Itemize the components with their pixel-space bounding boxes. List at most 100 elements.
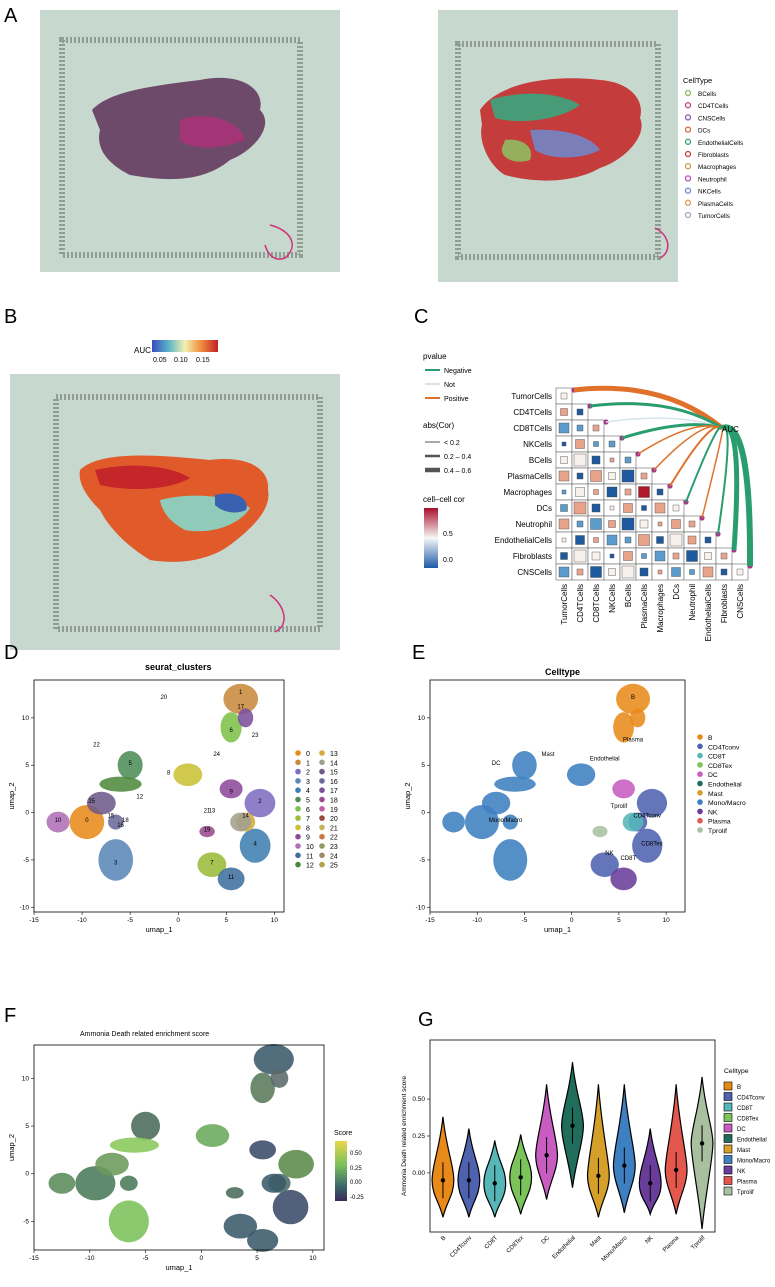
- auc-colorbar: [152, 340, 218, 352]
- cluster-label-19: 19: [204, 828, 211, 834]
- legend-dot-Mono/Macro: [697, 799, 703, 805]
- legend-dot-Tprolif: [697, 827, 703, 833]
- auc-region-min: [215, 493, 247, 513]
- matrix-square: [591, 455, 601, 465]
- legend-dot-PlasmaCells: [684, 199, 692, 206]
- legend-label-13: 13: [330, 751, 338, 758]
- matrix-square: [609, 553, 615, 559]
- matrix-square: [606, 486, 618, 498]
- matrix-square: [576, 472, 584, 480]
- x-tick-label: 10: [271, 917, 279, 924]
- cell-cluster-blob: [270, 1068, 289, 1088]
- x-tick-label-Tprolif: Tprolif: [690, 1235, 706, 1251]
- matrix-square: [560, 504, 568, 512]
- y-axis-label: umap_2: [403, 782, 412, 809]
- row-label-BCells: BCells: [529, 456, 552, 465]
- tissue-arc: [264, 224, 293, 260]
- cell-cluster-blob: [219, 779, 243, 799]
- legend-dot-10: [295, 843, 301, 849]
- panel-e-title: Celltype: [545, 667, 580, 677]
- legend-dot-25: [319, 861, 325, 868]
- x-tick-label-CD8Tex: CD8Tex: [506, 1235, 525, 1254]
- matrix-square: [573, 501, 587, 515]
- legend-title: CellType: [683, 76, 712, 85]
- tissue-section: [92, 77, 266, 180]
- matrix-square: [641, 553, 647, 559]
- legend-swatch-CD4Tconv: [723, 1092, 733, 1101]
- legend-swatch-B: [723, 1081, 733, 1091]
- legend-dot-7: [295, 815, 301, 821]
- panel-f-title: Ammonia Death related enrichment score: [80, 1031, 209, 1038]
- cell-cluster-blob: [247, 1229, 279, 1252]
- x-tick-label: -15: [29, 917, 39, 924]
- x-tick-label-NK: NK: [644, 1235, 654, 1245]
- cluster-label-21: 21: [204, 809, 211, 815]
- x-tick-label: -10: [77, 917, 87, 924]
- cell-cluster-blob: [86, 791, 116, 815]
- matrix-square: [560, 408, 568, 416]
- matrix-square: [558, 566, 570, 578]
- score-tick-2: 0.25: [350, 1166, 362, 1172]
- legend-label-12: 12: [306, 863, 314, 870]
- matrix-square: [560, 456, 568, 464]
- matrix-square: [689, 569, 695, 575]
- matrix-square: [638, 534, 650, 546]
- legend-dot-TumorCells: [684, 211, 692, 219]
- x-tick-label: 5: [224, 917, 228, 924]
- cluster-label-DC: DC: [492, 761, 501, 767]
- legend-dot-CD8T: [697, 752, 703, 759]
- cluster-label-NK: NK: [605, 851, 613, 857]
- legend-label-23: 23: [330, 844, 338, 851]
- legend-dot-CD4TCells: [684, 102, 692, 109]
- legend-dot-Plasma: [697, 817, 703, 824]
- col-label-CNSCells: CNSCells: [736, 584, 745, 619]
- cluster-label-12: 12: [136, 794, 143, 800]
- col-label-Neutrophil: Neutrophil: [688, 584, 697, 621]
- cell-cluster-blob: [199, 825, 215, 838]
- cluster-label-0: 0: [85, 818, 89, 824]
- cell-cluster-blob: [613, 712, 634, 743]
- legend-label-Tprolif: Tprolif: [737, 1190, 754, 1196]
- link-TumorCells: [573, 385, 724, 430]
- x-tick-label: 5: [255, 1255, 259, 1262]
- legend-label-19: 19: [330, 807, 338, 814]
- legend-label-CD8T: CD8T: [708, 754, 726, 761]
- row-label-TumorCells: TumorCells: [511, 392, 552, 401]
- matrix-square: [573, 549, 587, 563]
- row-label-CNSCells: CNSCells: [517, 568, 552, 577]
- cluster-label-11: 11: [228, 875, 235, 881]
- legend-label-BCells: BCells: [698, 91, 716, 98]
- matrix-square: [641, 505, 647, 511]
- x-tick-label-Endothelial: Endothelial: [552, 1235, 577, 1260]
- y-tick-label: 5: [25, 1123, 29, 1130]
- y-axis-label: umap_2: [7, 782, 16, 809]
- violin-legend: Celltype B CD4Tconv CD8T CD8Tex DC Endothelial…: [723, 1068, 771, 1196]
- col-label-BCells: BCells: [624, 584, 633, 607]
- matrix-square: [623, 503, 633, 513]
- panel-d-title: seurat_clusters: [145, 662, 212, 672]
- matrix-square: [609, 457, 615, 463]
- matrix-square: [654, 502, 666, 514]
- legend-label-25: 25: [330, 863, 338, 870]
- cluster-label-8: 8: [167, 771, 171, 777]
- auc-legend-title: AUC: [134, 346, 151, 355]
- score-title: Score: [334, 1130, 352, 1137]
- col-label-DCs: DCs: [672, 584, 681, 600]
- matrix-square: [621, 565, 635, 579]
- legend-label-17: 17: [330, 788, 338, 795]
- violin-median: [466, 1178, 472, 1183]
- cell-cluster-blob: [592, 825, 608, 838]
- panel-a-left-tissue: [40, 10, 340, 272]
- cluster-label-22: 22: [93, 742, 100, 748]
- legend-dot-Mast: [697, 790, 703, 796]
- matrix-square: [576, 520, 584, 528]
- violin-median: [622, 1163, 627, 1168]
- pvalue-title: pvalue: [423, 352, 447, 361]
- matrix-square: [624, 536, 632, 544]
- cluster-label-CD4Tconv: CD4Tconv: [633, 813, 661, 819]
- x-tick-label: -5: [143, 1255, 149, 1262]
- link-PlasmaCells: [653, 425, 723, 471]
- matrix-square: [624, 456, 632, 464]
- x-tick-label: 0: [570, 917, 574, 924]
- y-tick-label: 10: [22, 715, 30, 722]
